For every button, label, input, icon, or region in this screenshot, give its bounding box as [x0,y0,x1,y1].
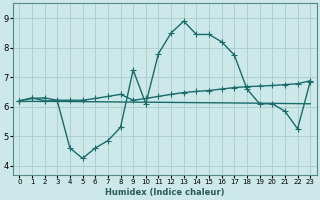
X-axis label: Humidex (Indice chaleur): Humidex (Indice chaleur) [105,188,225,197]
